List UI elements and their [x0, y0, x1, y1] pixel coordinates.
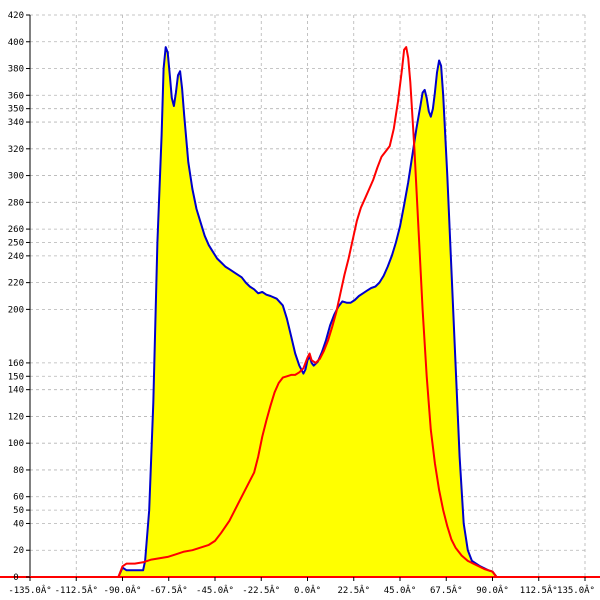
x-tick-label: -45.0Â°: [196, 584, 234, 596]
x-tick-label: 112.5Â°: [520, 584, 558, 596]
y-tick-label: 280: [8, 198, 24, 208]
y-tick-label: 240: [8, 252, 24, 262]
x-tick-label: 90.0Â°: [476, 584, 509, 596]
y-tick-label: 160: [8, 359, 24, 369]
y-tick-label: 320: [8, 145, 24, 155]
x-tick-label: 0.0Â°: [294, 584, 321, 596]
y-tick-label: 380: [8, 65, 24, 75]
x-tick-label: 22.5Â°: [337, 584, 370, 596]
x-tick-label: -112.5Â°: [55, 584, 98, 596]
y-tick-label: 100: [8, 439, 24, 449]
y-tick-label: 250: [8, 238, 24, 248]
y-tick-label: 20: [13, 546, 24, 556]
y-tick-label: 50: [13, 506, 24, 516]
y-tick-label: 120: [8, 412, 24, 422]
y-tick-label: 140: [8, 386, 24, 396]
y-tick-label: 350: [8, 105, 24, 115]
x-tick-label: 45.0Â°: [384, 584, 417, 596]
x-tick-label: -135.0Â°: [8, 584, 51, 596]
x-tick-label: 135.0Â°: [557, 584, 595, 596]
x-tick-label: -67.5Â°: [150, 584, 188, 596]
series-1-area: [30, 47, 585, 578]
y-tick-label: 0: [13, 573, 18, 583]
y-tick-label: 400: [8, 38, 24, 48]
y-tick-label: 40: [13, 519, 24, 529]
series-layer: [30, 46, 585, 578]
y-tick-label: 200: [8, 305, 24, 315]
axis-layer: 20 40 50 60 80 100 120 140 150 160 200 220 240 250 260…: [0, 11, 600, 596]
y-tick-label: 420: [8, 11, 24, 21]
y-tick-label: 340: [8, 118, 24, 128]
series-2-line: [30, 46, 585, 578]
y-tick-label: 60: [13, 493, 24, 503]
y-tick-label: 80: [13, 466, 24, 476]
y-tick-label: 300: [8, 172, 24, 182]
y-tick-label: 360: [8, 91, 24, 101]
y-tick-label: 220: [8, 279, 24, 289]
y-tick-label: 150: [8, 372, 24, 382]
y-tick-label: 260: [8, 225, 24, 235]
x-tick-label: -22.5Â°: [242, 584, 280, 596]
x-tick-label: 67.5Â°: [430, 584, 463, 596]
x-tick-label: -90.0Â°: [104, 584, 142, 596]
